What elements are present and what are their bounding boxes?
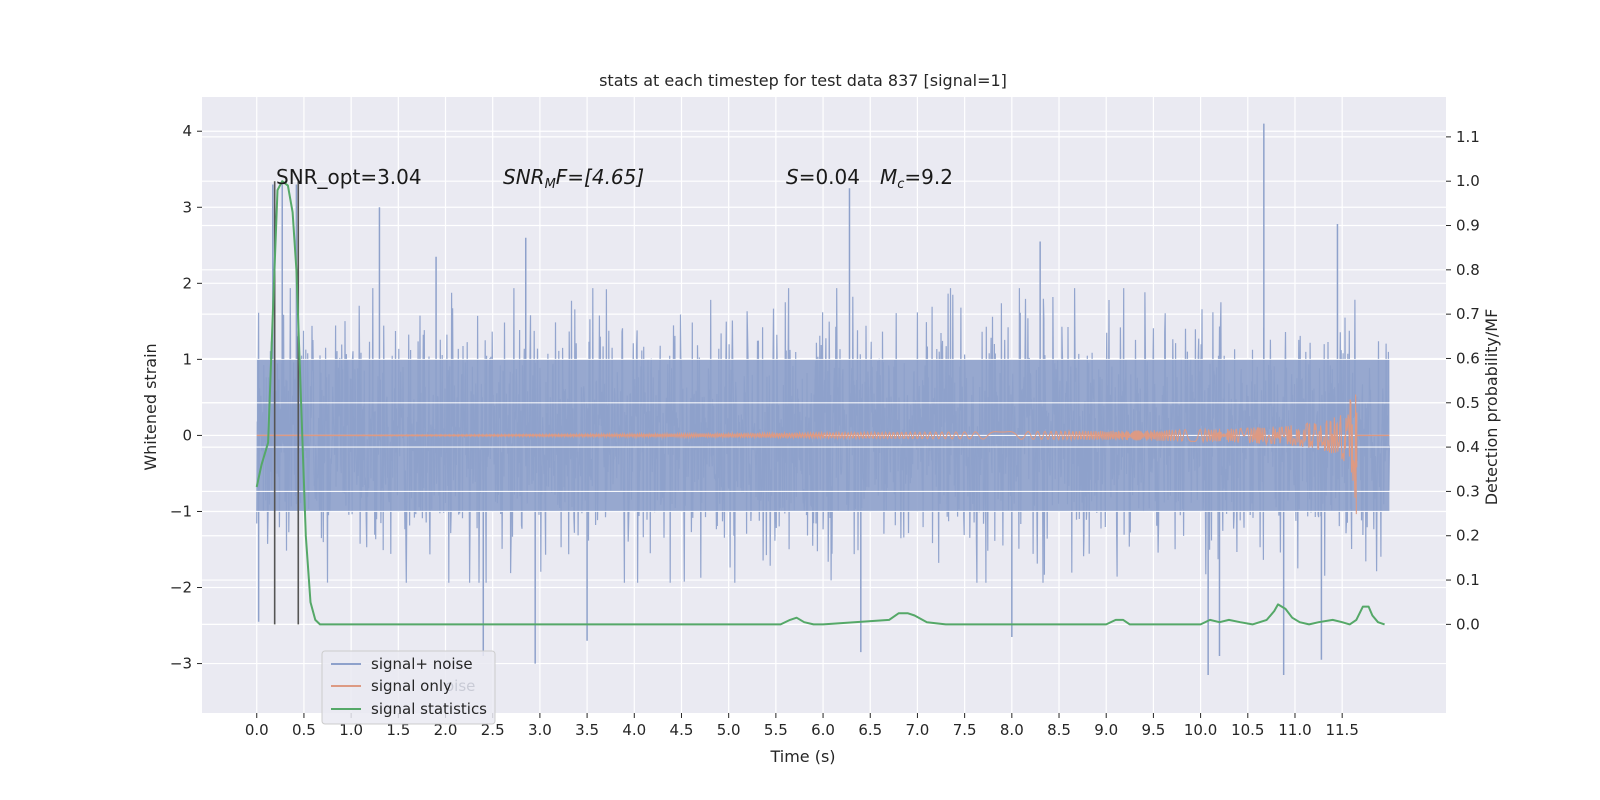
x-tick-label-11: 5.5: [764, 721, 788, 739]
x-tick-label-9: 4.5: [670, 721, 694, 739]
annotation-snr-opt: SNR_opt=3.04: [276, 165, 422, 189]
annotation-snr-mf-main: SNR: [503, 165, 545, 189]
y-right-tick-label-0: 0.0: [1456, 615, 1480, 633]
x-tick-label-1: 0.5: [292, 721, 316, 739]
y-left-tick-label-1: −2: [170, 579, 192, 597]
y-right-tick-label-5: 0.5: [1456, 394, 1480, 412]
annotation-s-main: S: [786, 165, 799, 189]
statistics-line: [255, 180, 1385, 626]
annotation-s: S=0.04: [786, 165, 860, 189]
x-axis-ticks: 0.0 0.5 1.0 1.5 2.0 2.5 3.0 3.5 4.0 4.5 5.0 5.5 6.0 6…: [245, 713, 1359, 739]
x-tick-label-8: 4.0: [622, 721, 646, 739]
annotation-snr-mf: SNRMF=[4.65]: [503, 165, 644, 192]
y-right-tick-label-7: 0.7: [1456, 305, 1480, 323]
x-tick-label-20: 10.0: [1184, 721, 1217, 739]
x-tick-label-2: 1.0: [339, 721, 363, 739]
annotation-s-rest: =0.04: [799, 165, 860, 189]
x-tick-label-14: 7.0: [906, 721, 930, 739]
legend-label-signal-noise: signal+ noise: [371, 655, 473, 673]
x-tick-label-22: 11.0: [1278, 721, 1311, 739]
legend-label-signal-statistics: signal statistics: [371, 700, 487, 718]
series-signal-statistics: [255, 180, 1385, 626]
y-right-tick-label-3: 0.3: [1456, 482, 1480, 500]
x-tick-label-5: 2.5: [481, 721, 505, 739]
annotation-mc: Mc=9.2: [880, 165, 953, 192]
x-tick-label-19: 9.5: [1141, 721, 1165, 739]
annotation-snr-mf-sub: M: [545, 177, 556, 192]
chart-title: stats at each timestep for test data 837…: [599, 71, 1007, 90]
annotations: SNR_opt=3.04 SNRMF=[4.65] S=0.04 Mc=9.2: [276, 165, 953, 192]
y-left-axis-ticks: −3 −2 −1 0 1 2 3 4: [170, 122, 202, 673]
y-right-axis-label: Detection probability/MF: [1482, 309, 1501, 506]
y-left-tick-label-3: 0: [182, 426, 192, 444]
y-left-tick-label-0: −3: [170, 655, 192, 673]
y-right-axis-ticks: 0.0 0.1 0.2 0.3 0.4 0.5 0.6 0.7 0.8 0.9 1.0 1.1: [1446, 128, 1480, 633]
y-left-tick-label-2: −1: [170, 502, 192, 520]
x-tick-label-12: 6.0: [811, 721, 835, 739]
x-tick-label-18: 9.0: [1094, 721, 1118, 739]
y-left-tick-label-4: 1: [182, 350, 192, 368]
y-right-tick-label-10: 1.0: [1456, 172, 1480, 190]
legend: oise signal+ noise signal only signal st…: [321, 650, 496, 725]
x-tick-label-10: 5.0: [717, 721, 741, 739]
y-left-tick-label-6: 3: [182, 198, 192, 216]
y-right-tick-label-8: 0.8: [1456, 261, 1480, 279]
y-right-tick-label-1: 0.1: [1456, 571, 1480, 589]
x-tick-label-0: 0.0: [245, 721, 269, 739]
annotation-mc-sub: c: [897, 177, 904, 192]
legend-label-signal-only: signal only: [371, 677, 452, 695]
x-tick-label-23: 11.5: [1325, 721, 1358, 739]
x-tick-label-15: 7.5: [953, 721, 977, 739]
y-left-axis-label: Whitened strain: [141, 343, 160, 470]
y-left-tick-label-5: 2: [182, 274, 192, 292]
y-right-tick-label-4: 0.4: [1456, 438, 1480, 456]
x-tick-label-21: 10.5: [1231, 721, 1264, 739]
annotation-mc-rest: =9.2: [904, 165, 953, 189]
x-tick-label-4: 2.0: [434, 721, 458, 739]
x-tick-label-6: 3.0: [528, 721, 552, 739]
x-axis-label: Time (s): [769, 747, 835, 766]
annotation-mc-main: M: [880, 165, 897, 189]
y-right-tick-label-2: 0.2: [1456, 527, 1480, 545]
x-tick-label-7: 3.5: [575, 721, 599, 739]
y-right-tick-label-11: 1.1: [1456, 128, 1480, 146]
x-tick-label-17: 8.5: [1047, 721, 1071, 739]
legend-ghost-text: oise: [445, 677, 475, 695]
x-tick-label-16: 8.0: [1000, 721, 1024, 739]
y-right-tick-label-6: 0.6: [1456, 349, 1480, 367]
x-tick-label-13: 6.5: [858, 721, 882, 739]
legend-box: [321, 650, 496, 725]
x-tick-label-3: 1.5: [386, 721, 410, 739]
annotation-snr-mf-rest: F=[4.65]: [556, 165, 644, 189]
y-left-tick-label-7: 4: [182, 122, 192, 140]
series-signal-only: [256, 394, 1390, 515]
y-right-tick-label-9: 0.9: [1456, 217, 1480, 235]
